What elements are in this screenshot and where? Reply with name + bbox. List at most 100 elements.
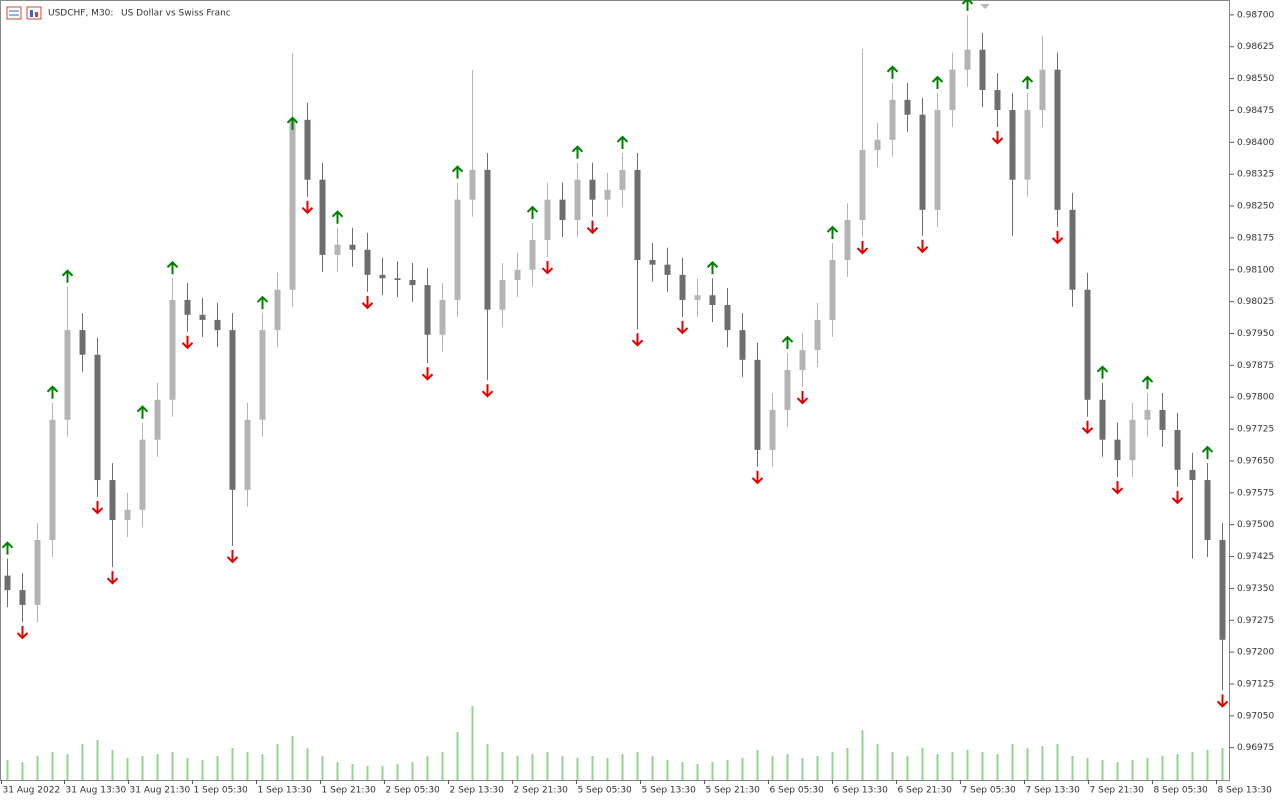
- x-tick-label: 2 Sep 05:30: [385, 786, 440, 796]
- y-tick-label: 0.98325: [1237, 170, 1274, 180]
- candle-body: [709, 295, 716, 306]
- sell-arrow: [631, 333, 644, 347]
- candle-body: [139, 439, 146, 510]
- sell-arrow: [106, 571, 119, 585]
- candle-body: [394, 278, 401, 280]
- buy-arrow: [961, 0, 974, 11]
- candle-body: [409, 279, 416, 286]
- buy-arrow: [166, 260, 179, 275]
- buy-arrow: [706, 260, 719, 275]
- x-tick-label: 31 Aug 2022: [3, 786, 61, 796]
- candle-body: [169, 299, 176, 400]
- sell-arrow: [586, 220, 599, 235]
- candle-body: [1069, 209, 1076, 290]
- candle-body: [79, 330, 86, 355]
- sell-arrow: [1171, 490, 1184, 505]
- y-tick-label: 0.97350: [1237, 584, 1274, 594]
- buy-arrow: [571, 145, 584, 159]
- y-tick-label: 0.98025: [1237, 297, 1274, 307]
- candle-body: [589, 179, 596, 200]
- candle-body: [739, 330, 746, 360]
- candle-body: [1144, 409, 1151, 420]
- candle-body: [259, 330, 266, 420]
- y-tick-label: 0.97650: [1237, 456, 1274, 466]
- x-tick-label: 5 Sep 21:30: [706, 786, 761, 796]
- icon-list: [6, 6, 22, 20]
- sell-arrow: [1051, 230, 1064, 245]
- sell-arrow: [856, 241, 869, 255]
- buy-arrow: [331, 210, 344, 224]
- y-tick-label: 0.98250: [1237, 202, 1274, 212]
- buy-arrow: [616, 135, 629, 149]
- candle-body: [1084, 289, 1091, 400]
- y-tick-label: 0.98700: [1237, 10, 1274, 20]
- sell-arrow: [1111, 481, 1124, 495]
- sell-arrow: [481, 384, 494, 398]
- x-tick-label: 2 Sep 13:30: [450, 786, 505, 796]
- candle-body: [694, 295, 701, 300]
- candle-body: [1009, 110, 1016, 180]
- candle-body: [889, 99, 896, 140]
- candle-body: [559, 199, 566, 221]
- sell-arrow: [1216, 694, 1229, 708]
- y-tick-label: 0.98550: [1237, 74, 1274, 84]
- x-tick-label: 7 Sep 21:30: [1090, 786, 1145, 796]
- buy-arrow: [931, 75, 944, 90]
- x-tick-label: 2 Sep 21:30: [514, 786, 569, 796]
- candle-body: [349, 244, 356, 250]
- x-tick-label: 7 Sep 05:30: [961, 786, 1016, 796]
- buy-arrow: [451, 165, 464, 179]
- sell-arrow: [181, 335, 194, 350]
- candle-body: [499, 279, 506, 310]
- candle-body: [1174, 429, 1181, 470]
- candle-body: [1054, 69, 1061, 210]
- candle-body: [19, 590, 26, 605]
- y-tick-label: 0.98625: [1237, 42, 1274, 52]
- buy-arrow: [1, 541, 14, 555]
- candle-body: [529, 240, 536, 270]
- candle-body: [544, 199, 551, 241]
- candle-body: [484, 169, 491, 310]
- candle-body: [829, 260, 836, 320]
- candle-body: [64, 330, 71, 420]
- y-tick-label: 0.98175: [1237, 233, 1274, 243]
- x-tick-label: 6 Sep 21:30: [898, 786, 953, 796]
- y-tick-label: 0.97050: [1237, 711, 1274, 721]
- buy-arrow: [781, 335, 794, 350]
- buy-arrow: [256, 295, 269, 310]
- candle-body: [679, 274, 686, 300]
- candle-body: [784, 370, 791, 410]
- x-tick-label: 7 Sep 13:30: [1026, 786, 1081, 796]
- y-tick-label: 0.97275: [1237, 616, 1274, 626]
- candle-body: [334, 244, 341, 255]
- candle-body: [949, 69, 956, 111]
- candle-body: [664, 264, 671, 275]
- buy-arrow: [1141, 375, 1154, 389]
- candle-body: [919, 114, 926, 210]
- y-tick-label: 0.97125: [1237, 679, 1274, 689]
- candle-body: [49, 419, 56, 540]
- sell-arrow: [421, 367, 434, 381]
- candle-body: [859, 149, 866, 221]
- x-tick-label: 1 Sep 21:30: [322, 786, 377, 796]
- candle-body: [814, 319, 821, 351]
- y-tick-label: 0.97425: [1237, 552, 1274, 562]
- y-tick-label: 0.98475: [1237, 106, 1274, 116]
- x-tick-label: 8 Sep 13:30: [1218, 786, 1273, 796]
- candle-body: [1114, 439, 1121, 461]
- candle-body: [199, 314, 206, 320]
- candle-body: [94, 354, 101, 481]
- candle-body: [124, 509, 131, 520]
- sell-arrow: [676, 320, 689, 335]
- candle-body: [994, 90, 1001, 111]
- y-tick-label: 0.97200: [1237, 648, 1274, 658]
- candle-body: [1204, 480, 1211, 540]
- candle-body: [469, 169, 476, 200]
- y-tick-label: 0.98400: [1237, 138, 1274, 148]
- sell-arrow: [916, 239, 929, 254]
- candle-body: [754, 359, 761, 450]
- buy-arrow: [826, 225, 839, 240]
- chart-title: USDCHF, M30:: [48, 9, 113, 19]
- sell-arrow: [16, 625, 29, 640]
